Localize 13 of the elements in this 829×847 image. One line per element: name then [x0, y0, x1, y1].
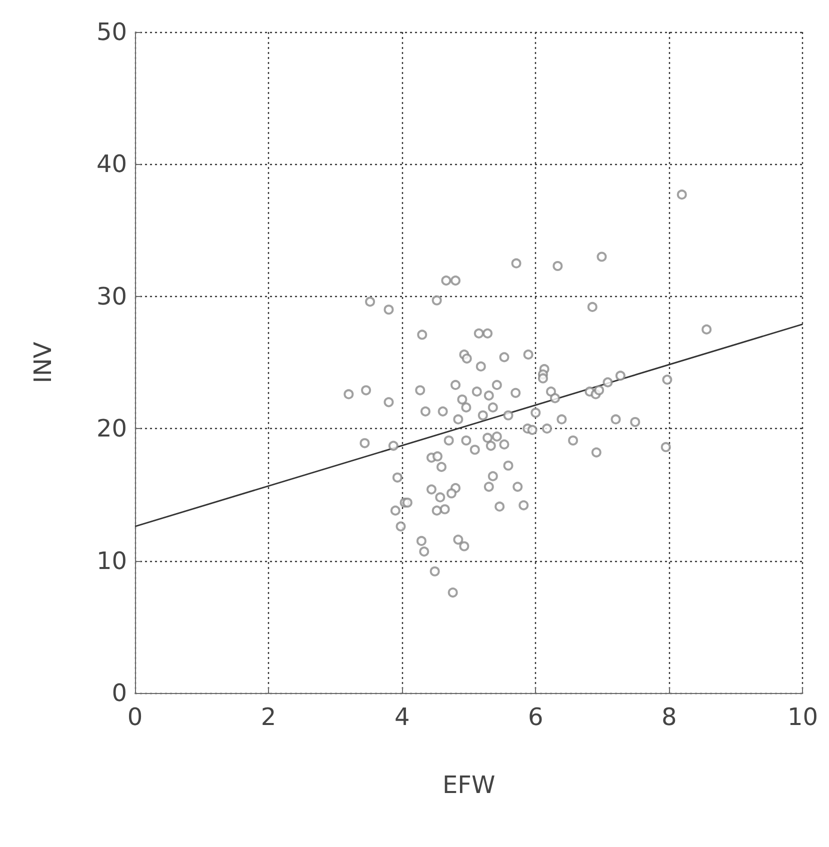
y-tick-label: 0 — [112, 679, 127, 707]
y-tick-label: 10 — [96, 546, 127, 575]
y-tick-label: 30 — [96, 282, 127, 310]
y-tick-label: 50 — [96, 18, 127, 46]
x-tick-label: 8 — [662, 703, 677, 731]
y-axis-title: INV — [29, 341, 57, 384]
x-tick-label: 2 — [260, 703, 276, 731]
y-tick-label: 20 — [96, 414, 127, 443]
y-tick-label: 40 — [96, 150, 127, 178]
x-tick-label: 6 — [528, 703, 544, 731]
x-tick-label: 4 — [394, 703, 410, 731]
x-axis-title: EFW — [442, 771, 496, 799]
x-tick-label: 10 — [787, 703, 818, 731]
